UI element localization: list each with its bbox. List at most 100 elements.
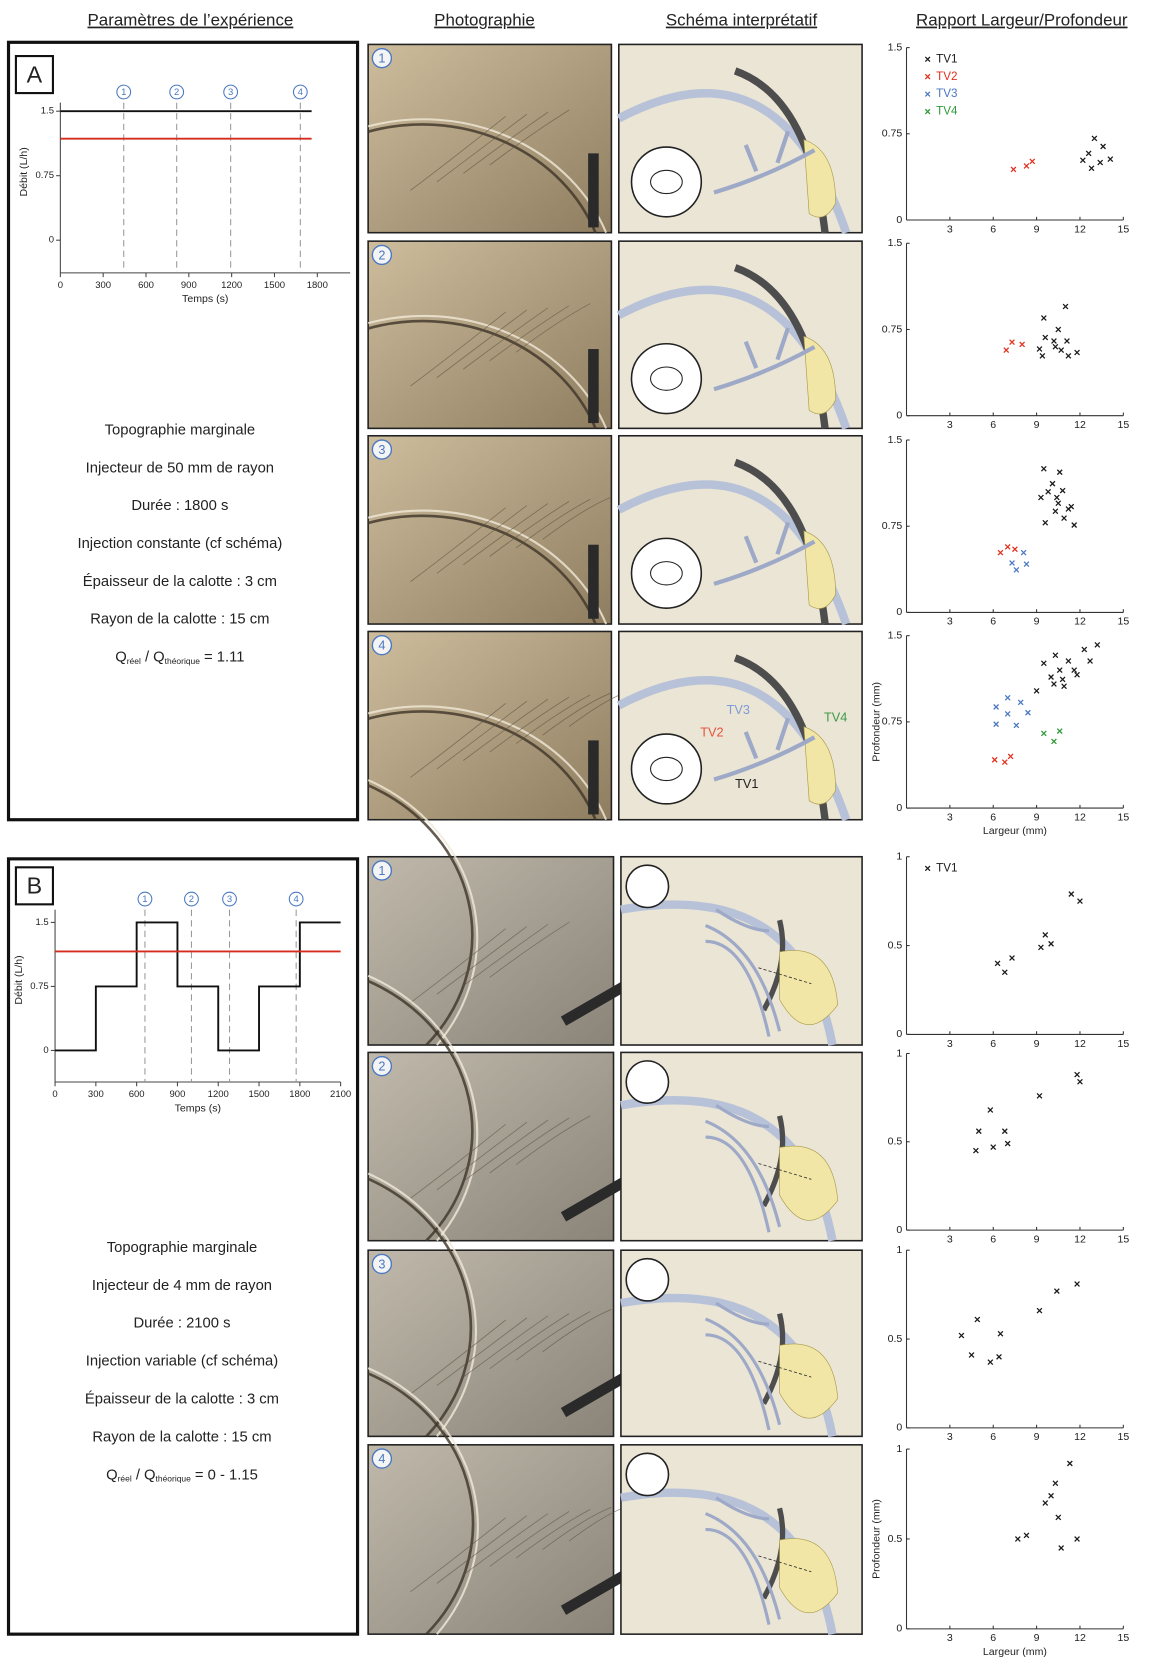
row-number-circle: [371, 1055, 393, 1077]
y-tick-label: 0: [896, 606, 902, 618]
legend-label: TV2: [936, 70, 957, 83]
x-axis-label: Largeur (mm): [983, 825, 1047, 837]
photograph: [367, 43, 613, 234]
x-tick-label: 900: [181, 280, 197, 291]
ratio: Qréel / Qthéorique = 1.11: [115, 650, 244, 667]
marker-circle: [116, 84, 132, 100]
dashed-line: [758, 1555, 812, 1573]
data-point: [1023, 1532, 1030, 1539]
data-point: [1040, 465, 1047, 472]
data-point: [1074, 1071, 1080, 1078]
parameter: Injection constante (cf schéma): [77, 536, 282, 552]
photo-rim: [367, 509, 608, 625]
y-tick-label: 1.5: [888, 434, 903, 446]
schematic: [620, 1249, 863, 1438]
data-point: [1051, 738, 1057, 745]
injector: [625, 1452, 670, 1497]
data-point: [1042, 519, 1049, 526]
data-point: [1020, 549, 1027, 556]
ratio-subscript: réel: [127, 656, 141, 666]
injector-rod: [588, 349, 599, 424]
photo-rim: [367, 974, 479, 1242]
x-tick-label: 1800: [289, 1089, 310, 1100]
x-tick-label: 15: [1117, 1431, 1129, 1443]
data-point: [1052, 508, 1059, 515]
photograph: [367, 630, 633, 821]
row-number-circle: [371, 244, 393, 266]
x-tick-label: 15: [1117, 419, 1129, 431]
data-point: [1013, 567, 1020, 573]
data-point: [1048, 674, 1054, 680]
x-tick-label: 12: [1074, 1632, 1086, 1644]
data-point: [1003, 347, 1010, 354]
data-point: [1013, 722, 1020, 729]
x-tick-label: 2100: [330, 1089, 351, 1100]
y-tick-label: 1: [896, 1443, 902, 1455]
x-tick-label: 3: [947, 616, 953, 628]
data-point: [1065, 658, 1072, 664]
data-point: [993, 704, 1000, 710]
legend-swatch: [924, 108, 931, 115]
data-point: [1079, 157, 1086, 164]
photo-channel: [410, 507, 506, 583]
x-tick-label: 12: [1074, 616, 1086, 628]
data-point: [1081, 646, 1088, 653]
y-tick-label: 0.75: [882, 520, 903, 532]
data-point: [1091, 135, 1098, 142]
yellow-fan: [803, 139, 836, 218]
parameter: Injecteur de 50 mm de rayon: [86, 460, 274, 476]
data-point: [1004, 1140, 1011, 1147]
data-point: [1033, 687, 1040, 694]
y-tick-label: 0: [896, 1422, 902, 1434]
data-point: [1059, 676, 1066, 683]
x-tick-label: 0: [52, 1089, 57, 1100]
x-tick-label: 300: [95, 280, 111, 291]
photograph: [367, 1172, 631, 1438]
injector-rod: [560, 1370, 631, 1418]
ratio-text: = 0 - 1.15: [191, 1467, 258, 1483]
photo-channel: [410, 1517, 506, 1593]
photo-rim: [367, 118, 608, 234]
schematic-label: TV4: [824, 711, 847, 725]
column-header: Rapport Largeur/Profondeur: [916, 11, 1128, 30]
x-tick-label: 15: [1117, 616, 1129, 628]
data-point: [1040, 315, 1047, 321]
injector-rod: [588, 740, 599, 815]
x-tick-label: 6: [990, 1233, 996, 1245]
injector-core: [650, 366, 683, 391]
photo-channel: [410, 311, 506, 387]
data-point: [1007, 753, 1014, 760]
data-point: [1042, 334, 1049, 341]
y-tick-label: 1.5: [41, 106, 54, 117]
row-number: 3: [378, 443, 385, 457]
marker-label: 1: [121, 87, 126, 98]
legend-label: TV1: [936, 52, 957, 65]
y-tick-label: 1.5: [888, 41, 903, 53]
marker-label: 3: [227, 894, 232, 905]
photo-channel: [515, 1508, 591, 1559]
data-point: [1019, 341, 1026, 348]
data-point: [1055, 326, 1062, 333]
photo-channel: [436, 505, 528, 574]
parameter: Topographie marginale: [105, 422, 256, 438]
channel: [713, 521, 816, 586]
row-number: 2: [378, 1060, 385, 1074]
x-tick-label: 15: [1117, 223, 1129, 235]
parameter: Topographie marginale: [107, 1240, 258, 1256]
data-point: [1066, 1460, 1073, 1467]
y-tick-label: 0: [49, 235, 54, 246]
x-tick-label: 9: [1034, 419, 1040, 431]
x-tick-label: 9: [1034, 1233, 1040, 1245]
y-tick-label: 0: [896, 802, 902, 814]
data-point: [990, 1144, 997, 1150]
x-tick-label: 3: [947, 223, 953, 235]
photo-channel: [515, 1311, 591, 1361]
data-point: [1055, 1514, 1062, 1521]
marker-label: 2: [189, 894, 194, 905]
data-point: [1045, 488, 1052, 495]
ratio-subscript: réel: [118, 1474, 132, 1484]
photo-rim: [367, 314, 608, 429]
schematic: [616, 630, 863, 822]
photo-channel: [489, 109, 570, 166]
